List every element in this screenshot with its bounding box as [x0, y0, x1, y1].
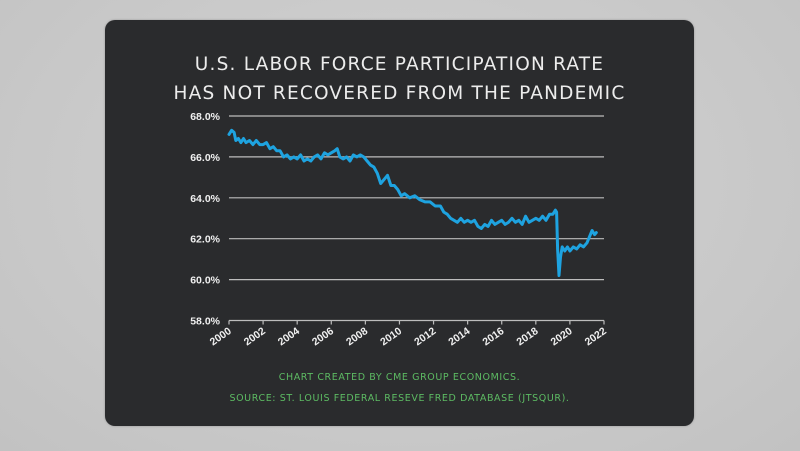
- y-tick-label: 66.0%: [190, 152, 220, 164]
- chart-source: SOURCE: ST. LOUIS FEDERAL RESEVE FRED DA…: [229, 393, 570, 404]
- y-axis-ticks: 58.0% 60.0% 62.0% 64.0% 66.0% 68.0%: [190, 111, 220, 328]
- chart-title-line-1: U.S. LABOR FORCE PARTICIPATION RATE: [194, 54, 605, 75]
- x-tick-label: 2016: [480, 325, 506, 348]
- x-tick-label: 2004: [276, 325, 302, 348]
- x-tick-label: 2020: [549, 325, 575, 348]
- y-tick-label: 60.0%: [190, 275, 220, 287]
- x-tick-label: 2010: [378, 325, 404, 348]
- series-lines: [227, 128, 598, 277]
- y-tick-label: 58.0%: [190, 316, 220, 328]
- x-tick-label: 2022: [583, 325, 609, 348]
- x-tick-label: 2014: [446, 325, 472, 348]
- x-tick-label: 2012: [412, 325, 438, 348]
- x-tick-label: 2018: [515, 325, 541, 348]
- x-tick-label: 2000: [208, 325, 234, 348]
- series-line: [227, 128, 598, 277]
- y-tick-label: 68.0%: [190, 111, 220, 123]
- x-axis: 2000 2002 2004 2006 2008 2010 2012 2014 2016 2018…: [208, 320, 609, 348]
- y-tick-label: 62.0%: [190, 234, 220, 246]
- x-tick-label: 2002: [242, 325, 268, 348]
- x-tick-label: 2006: [310, 325, 336, 348]
- chart-card: U.S. LABOR FORCE PARTICIPATION RATE HAS …: [105, 20, 694, 426]
- chart-title-line-2: HAS NOT RECOVERED FROM THE PANDEMIC: [173, 83, 626, 104]
- x-tick-label: 2008: [344, 325, 370, 348]
- chart-credit: CHART CREATED BY CME GROUP ECONOMICS.: [278, 372, 521, 383]
- y-tick-label: 64.0%: [190, 193, 220, 205]
